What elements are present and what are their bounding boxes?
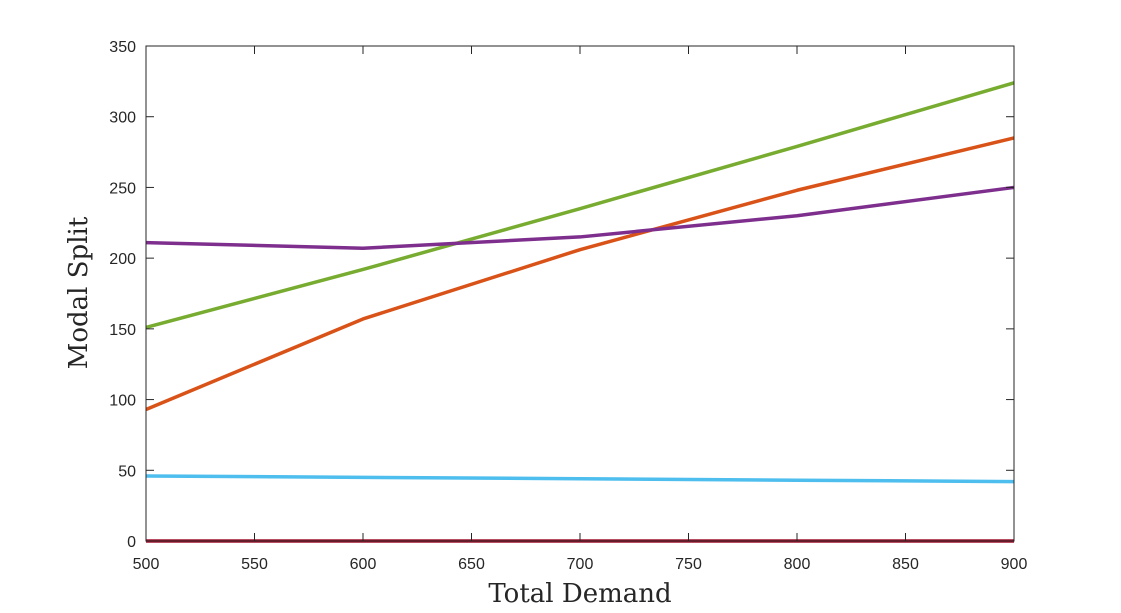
y-tick-label: 50: [118, 463, 136, 480]
series-line-3: [145, 185, 1015, 250]
x-tick-label: 600: [350, 556, 377, 573]
x-tick-label: 700: [567, 556, 594, 573]
y-tick-label: 300: [109, 110, 136, 127]
y-axis-label: Modal Split: [64, 216, 94, 369]
tick-layer: 500 550 600 650 700 750 800 850 900 0 50 100 150 200 2…: [109, 39, 1027, 573]
x-tick-label: 850: [892, 556, 919, 573]
x-tick-label: 750: [675, 556, 702, 573]
y-tick-label: 0: [127, 534, 136, 551]
x-tick-label: 650: [458, 556, 485, 573]
x-tick-label: 800: [784, 556, 811, 573]
series-line-2: [145, 136, 1015, 412]
x-axis-label: Total Demand: [488, 579, 671, 609]
y-tick-label: 150: [109, 322, 136, 339]
y-tick-label: 250: [109, 180, 136, 197]
series-line-4: [145, 474, 1015, 484]
y-tick-label: 200: [109, 251, 136, 268]
plot-area: [146, 46, 1014, 541]
series-layer: [145, 81, 1015, 543]
y-tick-label: 100: [109, 393, 136, 410]
series-line-1: [145, 81, 1015, 330]
x-tick-label: 500: [133, 556, 160, 573]
y-tick-label: 350: [109, 39, 136, 56]
x-tick-label: 900: [1001, 556, 1028, 573]
x-tick-label: 550: [241, 556, 268, 573]
